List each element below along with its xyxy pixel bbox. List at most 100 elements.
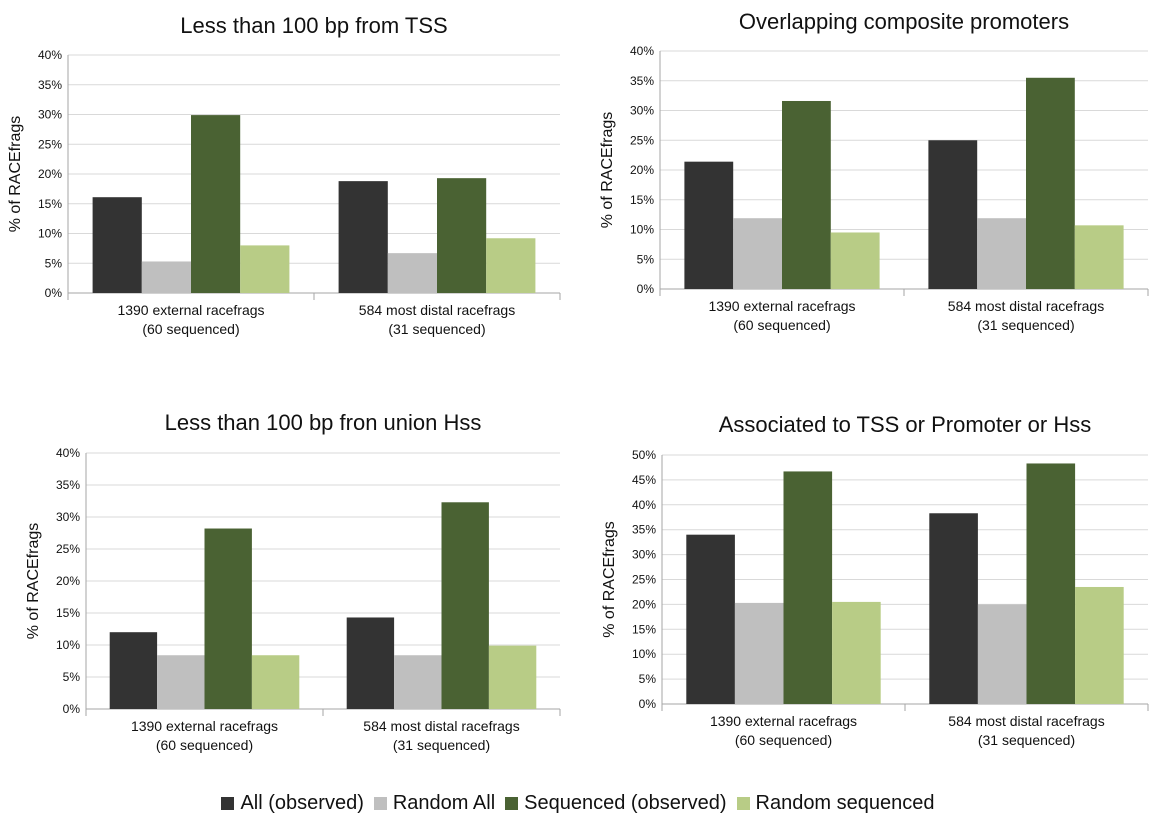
chart3-ytick-label: 25% [56,542,80,556]
legend-label-sequenced-observed: Sequenced (observed) [524,791,727,814]
chart3-bar [394,655,442,709]
chart4-bar [929,513,978,704]
chart4-bar [686,534,735,704]
chart1-ylabel: % of RACEfrags [7,116,24,232]
chart1-title: Less than 100 bp from TSS [180,13,447,38]
chart4-ylabel: % of RACEfrags [601,521,618,637]
chart4-ytick-label: 5% [639,672,657,686]
chart4-category-label: (31 sequenced) [978,732,1075,748]
legend-item-random-sequenced: Random sequenced [736,791,935,815]
chart4-panel: 0% 5% 10% 15% 20% 25% 30% 35% 40% 45% 50% 1390 exte… [601,412,1149,748]
chart2-bar [928,140,978,289]
legend-item-sequenced-observed: Sequenced (observed) [505,791,727,815]
chart1-bar [141,261,191,293]
chart2-category-label: 1390 external racefrags [708,298,855,314]
chart2-ytick-label: 25% [630,133,654,147]
chart3-ytick-label: 20% [56,574,80,588]
chart1-bar [240,245,290,293]
legend-label-random-sequenced: Random sequenced [755,791,935,814]
chart1-category-label: 1390 external racefrags [117,302,264,318]
chart3-ytick-label: 5% [63,670,81,684]
chart4-bar [783,471,833,704]
chart1-bar [387,253,437,293]
chart2-bar [1026,77,1075,290]
chart2-bar [782,100,831,289]
chart4-ytick-label: 40% [632,498,656,512]
legend-label-random-all: Random All [392,791,496,814]
chart4-bar [734,602,784,704]
chart1-bar [486,238,536,293]
chart4-ytick-label: 0% [639,697,657,711]
chart4-ytick-label: 20% [632,597,656,611]
chart4-bar [832,601,881,704]
chart2-ytick-label: 35% [630,74,654,88]
chart1-bar [437,178,487,293]
chart3-panel: 0% 5% 10% 15% 20% 25% 30% 35% 40% 1390 external r… [25,410,561,753]
chart1-bar [191,115,241,293]
chart4-bar [1075,586,1124,704]
chart4-ytick-label: 10% [632,647,656,661]
chart2-panel: 0% 5% 10% 15% 20% 25% 30% 35% 40% 1390 external r… [599,9,1149,333]
chart2-ytick-label: 0% [637,282,655,296]
chart2-bar [1074,225,1124,289]
chart2-ytick-label: 15% [630,193,654,207]
chart4-bar [977,604,1027,704]
chart1-bar [92,197,142,293]
legend-item-random-all: Random All [373,791,496,815]
chart4-category-label: 1390 external racefrags [710,713,857,729]
chart2-bar [977,218,1026,289]
legend-swatch-random-sequenced [736,796,750,810]
chart3-bar [251,655,300,709]
chart2-bar [684,161,734,289]
chart4-ytick-label: 45% [632,473,656,487]
chart2-ytick-label: 20% [630,163,654,177]
chart2-bar [733,218,782,289]
chart3-bar [109,632,158,709]
chart1-ytick-label: 10% [38,227,62,241]
chart3-bar [157,655,205,709]
chart1-category-label: (60 sequenced) [142,321,239,337]
chart2-category-label: 584 most distal racefrags [948,298,1104,314]
legend-swatch-all-observed [221,796,235,810]
chart3-bar [346,617,395,709]
chart1-ytick-label: 0% [45,286,63,300]
chart3-category-label: (31 sequenced) [393,737,490,753]
chart1-ytick-label: 30% [38,108,62,122]
chart1-ytick-label: 25% [38,137,62,151]
chart1-bar [338,181,388,293]
chart1-ytick-label: 20% [38,167,62,181]
chart3-title: Less than 100 bp fron union Hss [165,410,482,435]
chart3-category-label: 584 most distal racefrags [363,718,519,734]
chart1-ytick-label: 35% [38,78,62,92]
chart1-ytick-label: 40% [38,48,62,62]
legend-item-all-observed: All (observed) [221,792,364,815]
chart4-ytick-label: 35% [632,523,656,537]
chart2-ytick-label: 5% [637,252,655,266]
chart3-ytick-label: 15% [56,606,80,620]
chart2-category-label: (31 sequenced) [977,317,1074,333]
chart1-panel: 0% 5% 10% 15% 20% 25% 30% 35% 40% 1390 external r… [7,13,561,337]
chart3-ytick-label: 0% [63,702,81,716]
chart4-ytick-label: 25% [632,573,656,587]
legend-swatch-random-all [373,796,387,810]
chart4-category-label: (60 sequenced) [735,732,832,748]
chart2-title: Overlapping composite promoters [739,9,1069,34]
chart-legend: All (observed) Random All Sequenced (obs… [0,790,1156,816]
chart2-ytick-label: 30% [630,104,654,118]
chart2-ylabel: % of RACEfrags [599,112,616,228]
chart3-bar [204,528,252,709]
chart4-ytick-label: 30% [632,548,656,562]
chart3-bar [488,645,537,709]
chart2-ytick-label: 40% [630,44,654,58]
chart4-ytick-label: 50% [632,448,656,462]
chart2-bar [830,232,880,289]
chart4-title: Associated to TSS or Promoter or Hss [719,412,1092,437]
chart1-category-label: 584 most distal racefrags [359,302,515,318]
chart3-ytick-label: 35% [56,478,80,492]
chart1-ytick-label: 5% [45,256,63,270]
chart2-category-label: (60 sequenced) [733,317,830,333]
chart3-ytick-label: 40% [56,446,80,460]
chart4-bar [1026,463,1076,704]
chart2-ytick-label: 10% [630,223,654,237]
